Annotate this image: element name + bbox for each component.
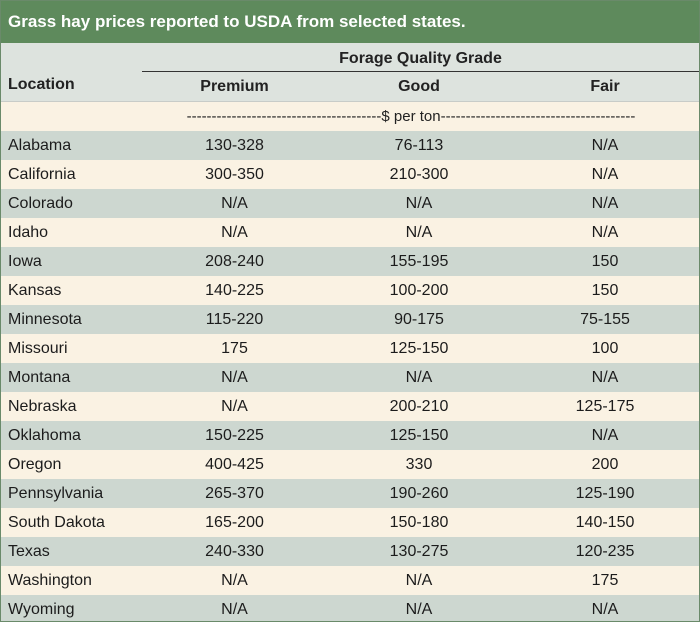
column-header-good: Good: [398, 78, 440, 95]
cell-premium: 240-330: [205, 543, 264, 560]
cell-good: 100-200: [389, 282, 449, 299]
column-header-fair: Fair: [590, 78, 620, 95]
cell-good: 210-300: [389, 166, 449, 183]
cell-premium: 165-200: [205, 514, 264, 531]
cell-premium: 115-220: [205, 311, 264, 328]
cell-premium: 208-240: [205, 253, 264, 270]
table-title: Grass hay prices reported to USDA from s…: [1, 1, 699, 43]
cell-location: Oklahoma: [8, 427, 81, 444]
table-row: California 300-350 210-300 N/A: [1, 160, 699, 189]
cell-good: 125-150: [389, 427, 449, 444]
cell-location: South Dakota: [8, 514, 105, 531]
cell-location: Washington: [8, 572, 92, 589]
cell-fair: 100: [591, 340, 619, 357]
cell-fair: 75-155: [580, 311, 630, 328]
table-row: Colorado N/A N/A N/A: [1, 189, 699, 218]
cell-location: Idaho: [8, 224, 49, 241]
cell-fair: 150: [591, 282, 619, 299]
group-header-rule: [142, 71, 699, 72]
cell-fair: 140-150: [575, 514, 635, 531]
cell-fair: 175: [591, 572, 619, 589]
cell-fair: 200: [591, 456, 619, 473]
table-row: South Dakota 165-200 150-180 140-150: [1, 508, 699, 537]
cell-fair: 125-190: [575, 485, 635, 502]
cell-premium: 400-425: [205, 456, 264, 473]
cell-premium: 300-350: [205, 166, 264, 183]
cell-fair: N/A: [591, 224, 619, 241]
cell-location: Nebraska: [8, 398, 77, 415]
cell-premium: 130-328: [205, 137, 264, 154]
cell-good: N/A: [405, 601, 433, 618]
cell-premium: N/A: [221, 224, 248, 241]
cell-location: Pennsylvania: [8, 485, 104, 502]
column-header-location: Location: [8, 76, 75, 93]
cell-fair: N/A: [591, 601, 619, 618]
cell-good: 125-150: [389, 340, 449, 357]
cell-location: Minnesota: [8, 311, 82, 328]
cell-fair: 120-235: [575, 543, 635, 560]
cell-premium: N/A: [221, 601, 248, 618]
table-row: Wyoming N/A N/A N/A: [1, 595, 699, 621]
group-header-label: Forage Quality Grade: [339, 50, 502, 67]
cell-premium: 140-225: [205, 282, 264, 299]
table-row: Oregon 400-425 330 200: [1, 450, 699, 479]
table-row: Washington N/A N/A 175: [1, 566, 699, 595]
cell-location: Alabama: [8, 137, 72, 154]
units-label: ---------------------------------------$…: [186, 108, 636, 125]
table-row: Oklahoma 150-225 125-150 N/A: [1, 421, 699, 450]
table-row: Idaho N/A N/A N/A: [1, 218, 699, 247]
table-row: Pennsylvania 265-370 190-260 125-190: [1, 479, 699, 508]
cell-good: 330: [405, 456, 433, 473]
cell-premium: N/A: [221, 572, 248, 589]
cell-good: 90-175: [394, 311, 444, 328]
table-row: Alabama 130-328 76-113 N/A: [1, 131, 699, 160]
cell-good: 155-195: [389, 253, 449, 270]
table-row: Nebraska N/A 200-210 125-175: [1, 392, 699, 421]
cell-good: 150-180: [389, 514, 449, 531]
cell-fair: 125-175: [575, 398, 635, 415]
cell-good: N/A: [405, 195, 433, 212]
cell-location: Wyoming: [8, 601, 75, 618]
cell-fair: N/A: [591, 137, 619, 154]
cell-location: Montana: [8, 369, 71, 386]
table-row: Iowa 208-240 155-195 150: [1, 247, 699, 276]
cell-good: N/A: [405, 572, 433, 589]
cell-fair: N/A: [591, 195, 619, 212]
table-header: Forage Quality Grade Location Premium Go…: [1, 43, 699, 101]
cell-fair: N/A: [591, 369, 619, 386]
table-body: Alabama 130-328 76-113 N/A California 300-350…: [1, 131, 699, 621]
cell-good: 76-113: [394, 137, 444, 154]
cell-fair: N/A: [591, 166, 619, 183]
cell-premium: N/A: [221, 369, 248, 386]
cell-good: 190-260: [389, 485, 449, 502]
table-row: Kansas 140-225 100-200 150: [1, 276, 699, 305]
cell-good: N/A: [405, 224, 433, 241]
table-row: Montana N/A N/A N/A: [1, 363, 699, 392]
cell-location: Missouri: [8, 340, 68, 357]
table-row: Minnesota 115-220 90-175 75-155: [1, 305, 699, 334]
cell-premium: N/A: [221, 398, 248, 415]
cell-location: Texas: [8, 543, 50, 560]
cell-location: Kansas: [8, 282, 62, 299]
cell-location: Oregon: [8, 456, 62, 473]
cell-location: California: [8, 166, 76, 183]
cell-fair: N/A: [591, 427, 619, 444]
cell-location: Iowa: [8, 253, 42, 270]
cell-good: N/A: [405, 369, 433, 386]
table-row: Texas 240-330 130-275 120-235: [1, 537, 699, 566]
cell-location: Colorado: [8, 195, 73, 212]
cell-premium: 265-370: [205, 485, 264, 502]
cell-good: 200-210: [389, 398, 449, 415]
table-row: Missouri 175 125-150 100: [1, 334, 699, 363]
cell-premium: 175: [221, 340, 248, 357]
cell-premium: N/A: [221, 195, 248, 212]
cell-fair: 150: [591, 253, 619, 270]
cell-good: 130-275: [389, 543, 449, 560]
column-header-premium: Premium: [200, 78, 269, 95]
units-row: ---------------------------------------$…: [1, 101, 699, 131]
cell-premium: 150-225: [205, 427, 264, 444]
